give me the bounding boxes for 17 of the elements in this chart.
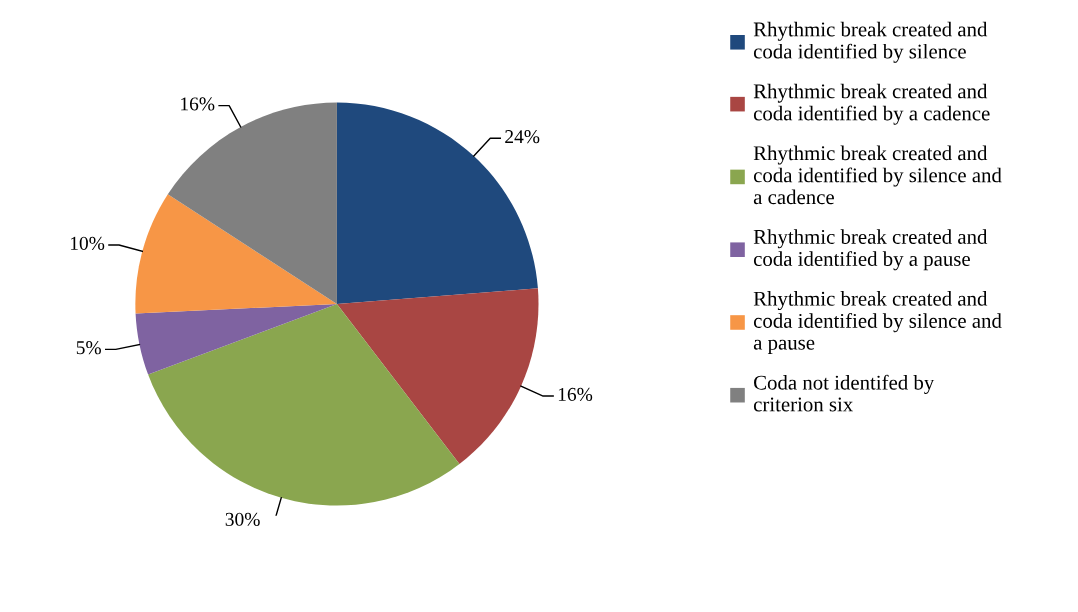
data-label: 24%	[505, 130, 540, 144]
legend-label: Rhythmic break created and coda identified by silence and a pause	[753, 291, 1002, 354]
data-label: 16%	[558, 387, 593, 401]
legend-label: Rhythmic break created and coda identified by a pause	[753, 229, 988, 271]
legend-label: Rhythmic break created and coda identified by silence	[753, 21, 988, 63]
data-label: 30%	[225, 512, 260, 526]
pie-slice	[336, 102, 538, 305]
legend-label: Rhythmic break created and coda identified by a cadence	[753, 83, 990, 125]
legend-label: Coda not identifed by criterion six	[753, 374, 935, 412]
data-label: 16%	[181, 97, 215, 111]
data-label: 10%	[70, 236, 105, 250]
pie-slice	[148, 304, 460, 506]
data-label: 5%	[76, 341, 101, 355]
pie-slice	[336, 288, 539, 465]
pie-slice	[135, 304, 337, 375]
legend-label: Rhythmic break created and coda identified by silence and a cadence	[753, 145, 1002, 205]
pie-slice	[135, 194, 337, 314]
